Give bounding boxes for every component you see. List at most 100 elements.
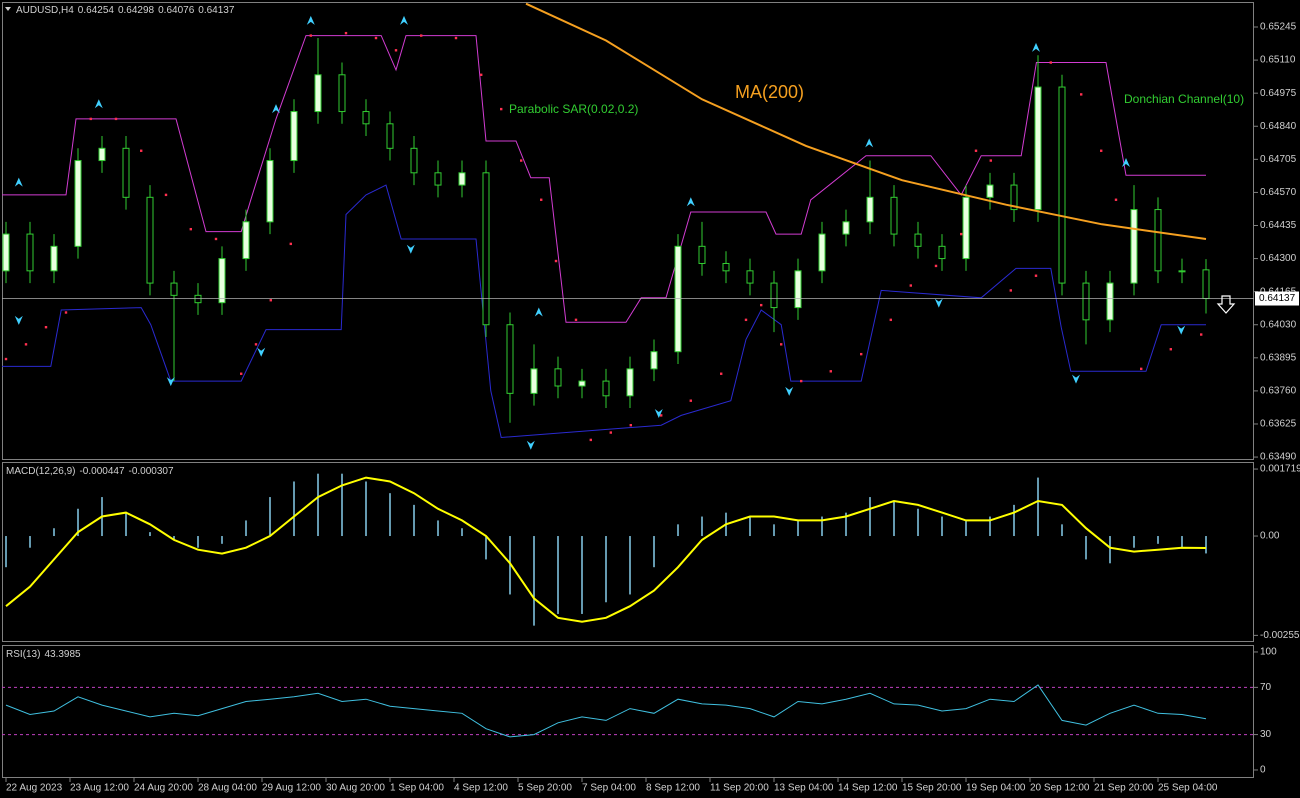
y-tick-label: 0.64975	[1260, 88, 1297, 99]
sar-dot	[1049, 61, 1052, 64]
y-tick-label: 0.00	[1260, 531, 1280, 542]
candle-body	[986, 184, 994, 198]
candle-body	[386, 123, 394, 149]
candle-body	[722, 262, 730, 272]
sar-dot	[574, 318, 578, 322]
fractal-down	[406, 244, 415, 254]
candle-body	[794, 270, 802, 309]
y-tick-label: 30	[1260, 729, 1272, 740]
y-tick-label: 0.64435	[1260, 220, 1297, 231]
sar-dot	[500, 107, 503, 111]
ohlc-close: 0.64137	[198, 5, 235, 16]
candle-body	[242, 221, 250, 260]
sar-dot	[240, 372, 243, 375]
ohlc-open: 0.64254	[78, 5, 115, 16]
sar-dot	[989, 159, 992, 162]
annotation: MA(200)	[735, 82, 804, 102]
sar-dot	[64, 311, 68, 314]
y-tick-label: 0.64300	[1260, 253, 1297, 264]
fractal-up	[306, 15, 315, 25]
price-label-box	[1255, 291, 1299, 306]
sar-dot	[1114, 198, 1118, 201]
sar-dot	[520, 159, 523, 162]
menu-triangle	[5, 7, 11, 11]
candle-body	[410, 147, 418, 174]
sar-dot	[1100, 149, 1103, 152]
x-tick-label: 4 Sep 12:00	[454, 783, 508, 794]
candle-body	[194, 294, 202, 304]
sar-dot	[744, 318, 748, 322]
candle-body	[626, 368, 634, 397]
candle-body	[122, 147, 130, 198]
x-tick-label: 7 Sep 04:00	[582, 783, 636, 794]
fractal-down	[934, 298, 943, 308]
sar-dot	[540, 198, 543, 201]
candle-body	[290, 111, 298, 162]
sar-dot	[44, 325, 48, 329]
y-tick-label: 0.64705	[1260, 154, 1297, 165]
y-tick-label: 70	[1260, 682, 1272, 693]
x-tick-label: 24 Aug 20:00	[134, 783, 193, 794]
candle-body	[1202, 269, 1210, 300]
x-tick-label: 11 Sep 20:00	[710, 783, 769, 794]
indicator-name: MACD(12,26,9)	[6, 466, 75, 477]
y-tick-label: -0.00255	[1260, 630, 1300, 641]
sar-dot	[394, 49, 398, 52]
fractal-down	[166, 377, 175, 387]
sar-dot	[609, 431, 612, 434]
x-tick-label: 30 Aug 20:00	[326, 783, 385, 794]
sar-dot	[554, 259, 558, 263]
symbol: AUDUSD,H4	[16, 5, 74, 16]
x-tick-label: 22 Aug 2023	[6, 783, 63, 794]
sar-dot	[344, 31, 348, 35]
candle-body	[530, 368, 538, 394]
candle-body	[434, 172, 442, 186]
candle-body	[914, 233, 922, 247]
ohlc-low: 0.64076	[158, 5, 195, 16]
y-tick-label: 0.65245	[1260, 22, 1297, 33]
candle-body	[146, 196, 154, 284]
ohlc-high: 0.64298	[118, 5, 155, 16]
price-panel-frame	[2, 2, 1254, 460]
annotation: Parabolic SAR(0.02,0.2)	[509, 102, 638, 116]
candle-body	[578, 380, 586, 387]
candle-body	[938, 245, 946, 260]
sar-dot	[780, 343, 783, 346]
sar-dot	[480, 73, 483, 76]
donchian-lower	[2, 184, 1206, 439]
sar-dot	[889, 318, 892, 322]
fractal-down	[526, 440, 535, 450]
candle-body	[2, 233, 10, 272]
sar-dot	[214, 237, 218, 241]
y-tick-label: 0.64570	[1260, 187, 1297, 198]
sar-dot	[140, 149, 143, 152]
x-tick-label: 20 Sep 12:00	[1030, 783, 1090, 794]
candle-body	[74, 160, 82, 247]
fractal-up	[865, 138, 874, 148]
fractal-up	[1122, 158, 1130, 168]
fractal-down	[785, 386, 794, 396]
sar-dot	[1140, 367, 1143, 371]
sar-dot	[269, 299, 272, 302]
fractal-up	[14, 177, 23, 187]
candle-body	[98, 147, 106, 162]
candle-body	[50, 245, 58, 272]
x-tick-label: 14 Sep 12:00	[838, 783, 898, 794]
macd-signal	[5, 476, 1207, 623]
macd-panel-frame	[2, 462, 1254, 642]
y-tick-label: 100	[1260, 647, 1277, 658]
x-tick-label: 15 Sep 20:00	[902, 783, 962, 794]
rsi-panel-frame	[2, 645, 1254, 778]
candle-body	[890, 196, 898, 235]
candle-body	[218, 258, 226, 304]
panel-header: MACD(12,26,9) -0.000447 -0.000307	[6, 466, 174, 477]
sar-dot	[1080, 93, 1083, 96]
sar-dot	[660, 414, 663, 417]
candle-body	[698, 245, 706, 264]
donchian-upper	[2, 35, 1206, 323]
sar-dot	[189, 227, 192, 231]
candle-body	[674, 245, 682, 353]
sar-dot	[254, 343, 258, 346]
